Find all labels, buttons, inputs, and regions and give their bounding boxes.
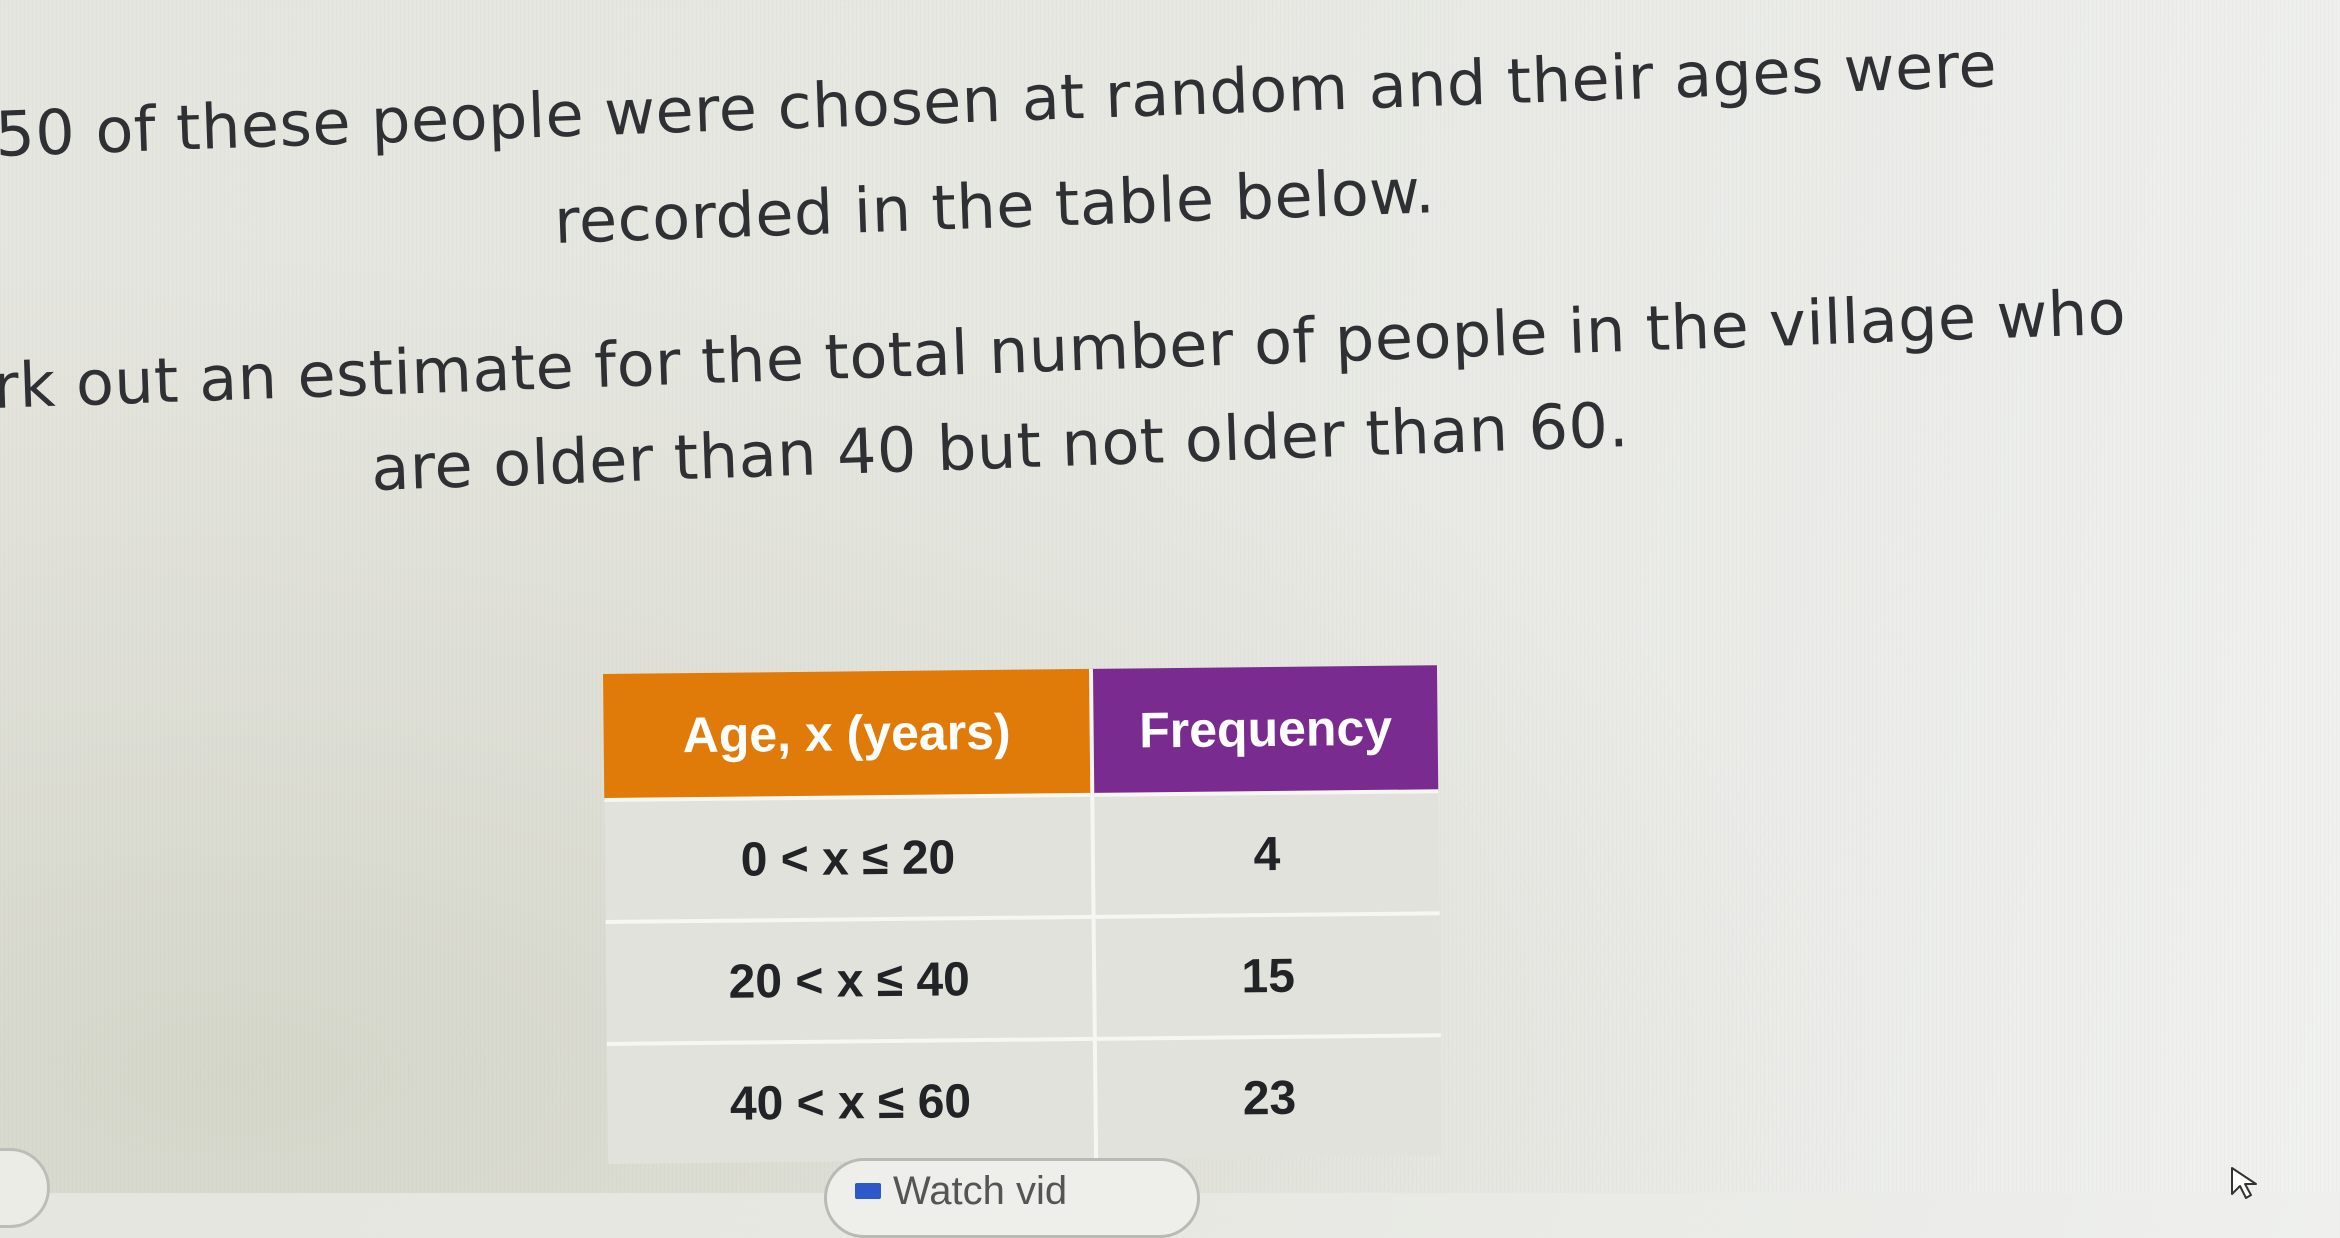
age-column-header: Age, x (years) [603, 668, 1093, 800]
question-line-3: rk out an estimate for the total number … [0, 275, 2128, 423]
question-line-4: are older than 40 but not older than 60. [370, 388, 1630, 505]
age-cell: 0 < x ≤ 20 [604, 794, 1094, 922]
video-icon [855, 1183, 881, 1199]
frequency-table: Age, x (years) Frequency 0 < x ≤ 20 4 20… [603, 665, 1443, 1164]
question-line-2: recorded in the table below. [553, 154, 1437, 258]
watch-video-label: Watch vid [893, 1169, 1068, 1213]
frequency-cell: 4 [1092, 791, 1440, 917]
frequency-cell: 15 [1093, 913, 1441, 1039]
table-row: 20 < x ≤ 40 15 [605, 913, 1441, 1044]
age-cell: 40 < x ≤ 60 [606, 1038, 1097, 1164]
watch-video-button[interactable]: Watch vid [824, 1158, 1200, 1238]
table-row: 40 < x ≤ 60 23 [606, 1035, 1443, 1164]
frequency-cell: 23 [1094, 1035, 1443, 1159]
age-cell: 20 < x ≤ 40 [605, 916, 1095, 1044]
cursor-icon [2231, 1167, 2257, 1199]
left-partial-button[interactable] [0, 1148, 50, 1228]
frequency-table-wrapper: Age, x (years) Frequency 0 < x ≤ 20 4 20… [603, 665, 1443, 1164]
table-header-row: Age, x (years) Frequency [603, 665, 1439, 800]
frequency-column-header: Frequency [1090, 665, 1439, 795]
question-line-1: 50 of these people were chosen at random… [0, 28, 1999, 171]
table-row: 0 < x ≤ 20 4 [604, 791, 1440, 922]
